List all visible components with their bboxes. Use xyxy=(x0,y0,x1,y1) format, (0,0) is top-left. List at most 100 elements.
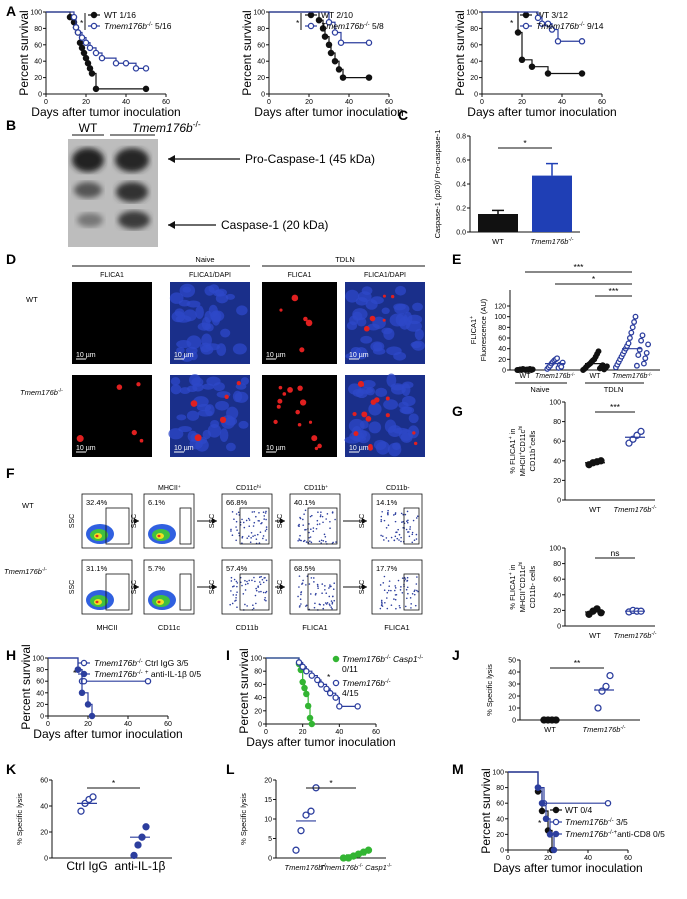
event xyxy=(406,580,408,582)
event xyxy=(386,591,389,594)
event xyxy=(415,517,418,519)
event xyxy=(263,518,265,520)
event xyxy=(265,599,267,602)
event xyxy=(235,513,238,515)
y-tick-label: 80 xyxy=(254,669,262,676)
flica-signal xyxy=(139,438,144,443)
data-point xyxy=(514,29,522,36)
event xyxy=(302,518,304,521)
text-part: WT xyxy=(520,373,532,380)
superscript: -/- xyxy=(137,659,143,665)
event xyxy=(320,511,322,513)
data-point xyxy=(90,22,98,30)
y-tick-label: 0 xyxy=(474,92,478,99)
x-category: Tmem176b-/- xyxy=(285,863,328,872)
data-point xyxy=(542,815,550,823)
text-part: 5/16 xyxy=(153,21,172,31)
y-axis-label: SSC xyxy=(69,514,76,528)
flica-image xyxy=(72,375,152,457)
y-axis-label: Percent survival xyxy=(237,648,251,733)
event xyxy=(248,519,251,521)
event xyxy=(254,534,256,537)
event xyxy=(380,518,383,521)
density-peak xyxy=(157,600,161,604)
data-point xyxy=(640,360,647,367)
data-point xyxy=(78,34,86,41)
event xyxy=(314,602,316,605)
event xyxy=(242,521,245,524)
flica-signal xyxy=(287,387,293,393)
event xyxy=(380,599,383,602)
event xyxy=(310,528,312,531)
event xyxy=(297,595,299,598)
x-tick-label: 60 xyxy=(385,99,393,106)
column-label: FLICA1 xyxy=(100,272,124,279)
event xyxy=(398,539,400,541)
y-tick-label: 0.6 xyxy=(456,158,466,165)
event xyxy=(404,605,407,608)
y-tick-label: 60 xyxy=(498,336,506,343)
nucleus xyxy=(168,428,184,440)
superscript: + xyxy=(518,452,524,455)
panel-label-M: M xyxy=(452,761,464,777)
event xyxy=(392,514,395,516)
x-tick-label: 40 xyxy=(335,729,343,736)
row-label-ko: Tmem176b-/- xyxy=(20,388,63,397)
x-tick-label: 60 xyxy=(372,729,380,736)
event xyxy=(411,533,414,536)
text-part: CD11b- xyxy=(386,485,410,492)
data-point xyxy=(578,38,586,45)
event xyxy=(299,517,302,520)
event xyxy=(388,580,391,582)
event xyxy=(299,534,301,537)
event xyxy=(329,520,331,523)
nucleus xyxy=(176,340,192,349)
event xyxy=(302,579,304,582)
flica-signal xyxy=(278,385,283,390)
gate xyxy=(105,507,130,545)
x-tick-label: 0 xyxy=(46,721,50,728)
event xyxy=(305,541,308,543)
y-tick-label: 60 xyxy=(257,42,265,49)
event xyxy=(406,521,409,524)
event xyxy=(410,607,412,609)
text-part: Casp1 xyxy=(391,654,418,664)
superscript: + xyxy=(528,446,534,449)
gate xyxy=(403,573,420,611)
y-tick-label: 0 xyxy=(557,624,561,631)
event xyxy=(322,607,325,610)
event xyxy=(236,591,238,593)
data-point xyxy=(303,667,310,675)
x-category: WT xyxy=(492,237,504,246)
superscript: -/- xyxy=(651,505,656,511)
event xyxy=(302,524,305,526)
y-axis-label: MHCII+CD11chi xyxy=(518,426,527,477)
nucleus xyxy=(220,328,231,338)
event xyxy=(385,537,388,539)
y-tick-label: 0 xyxy=(38,92,42,99)
flica-signal xyxy=(131,429,137,436)
event xyxy=(234,600,236,602)
x-axis-label: CD11b xyxy=(236,623,259,632)
row-label-ko: Tmem176b-/- xyxy=(4,567,47,576)
event xyxy=(406,520,408,523)
x-category: Tmem176b-/- xyxy=(612,372,652,381)
event xyxy=(320,539,323,542)
y-tick-label: 40 xyxy=(470,59,478,66)
legend-entry: Tmem176b-/- xyxy=(342,678,391,688)
event xyxy=(262,535,265,537)
y-axis-label: Percent survival xyxy=(240,10,254,95)
flica-signal xyxy=(190,400,198,407)
event xyxy=(236,585,238,588)
event xyxy=(235,526,237,528)
legend-entry: Tmem176b-/- Casp1-/- xyxy=(342,654,423,664)
y-tick-label: 20 xyxy=(36,702,44,709)
event xyxy=(230,530,232,532)
nucleus xyxy=(386,373,397,388)
event xyxy=(237,511,240,514)
event xyxy=(379,607,382,610)
y-tick-label: 5 xyxy=(268,836,272,843)
event xyxy=(394,587,397,589)
text-part: 9/14 xyxy=(585,21,604,31)
